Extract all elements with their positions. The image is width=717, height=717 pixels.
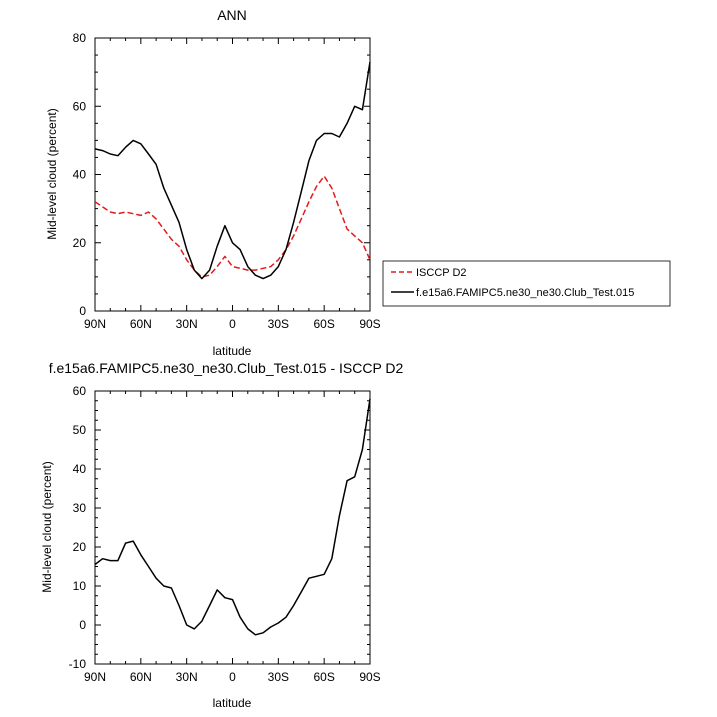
- y-tick-label: 40: [73, 462, 87, 476]
- x-tick-label: 60N: [130, 317, 152, 331]
- y-tick-label: 40: [73, 168, 87, 182]
- x-tick-label: 90N: [84, 670, 106, 684]
- chart-top-ylabel: Mid-level cloud (percent): [45, 108, 59, 239]
- y-tick-label: -10: [69, 657, 87, 671]
- legend: ISCCP D2 f.e15a6.FAMIPC5.ne30_ne30.Club_…: [382, 260, 671, 307]
- legend-label-isccp: ISCCP D2: [416, 267, 467, 279]
- y-tick-label: 60: [73, 99, 87, 113]
- x-tick-label: 60N: [130, 670, 152, 684]
- x-tick-label: 90S: [359, 317, 380, 331]
- chart-top: ANN Mid-level cloud (percent) latitude 9…: [45, 7, 381, 358]
- x-tick-label: 30N: [176, 317, 198, 331]
- y-tick-label: 30: [73, 501, 87, 515]
- x-tick-label: 30S: [268, 317, 289, 331]
- x-tick-label: 30S: [268, 670, 289, 684]
- series-line-0-1: [94, 61, 371, 280]
- x-tick-label: 60S: [313, 317, 334, 331]
- plot-frame: [94, 37, 371, 312]
- x-tick-label: 90S: [359, 670, 380, 684]
- y-tick-label: 0: [79, 618, 86, 632]
- x-tick-label: 0: [229, 317, 236, 331]
- x-tick-label: 30N: [176, 670, 198, 684]
- series-line-0-0: [94, 175, 371, 278]
- y-tick-label: 10: [73, 579, 87, 593]
- chart-bottom-plot: 90N 60N 30N 0 30S 60S 90S -10 0 10 20 30 40 50 60: [69, 384, 381, 684]
- chart-top-plot: 90N 60N 30N 0 30S 60S 90S 0 20 40 60 80: [73, 31, 381, 331]
- legend-box: [382, 260, 671, 307]
- legend-label-model: f.e15a6.FAMIPC5.ne30_ne30.Club_Test.015: [416, 287, 634, 299]
- chart-bottom-ylabel: Mid-level cloud (percent): [40, 461, 54, 592]
- y-tick-label: 60: [73, 384, 87, 398]
- y-tick-label: 0: [79, 304, 86, 318]
- series-line-1-0: [94, 398, 371, 636]
- chart-bottom-title: f.e15a6.FAMIPC5.ne30_ne30.Club_Test.015 …: [49, 360, 404, 376]
- x-tick-label: 0: [229, 670, 236, 684]
- y-tick-label: 50: [73, 423, 87, 437]
- chart-bottom: f.e15a6.FAMIPC5.ne30_ne30.Club_Test.015 …: [40, 360, 404, 710]
- chart-bottom-xlabel: latitude: [213, 696, 252, 710]
- chart-top-title: ANN: [217, 7, 247, 23]
- chart-top-xlabel: latitude: [213, 344, 252, 358]
- plot-frame: [94, 390, 371, 665]
- y-tick-label: 20: [73, 540, 87, 554]
- y-tick-label: 80: [73, 31, 87, 45]
- y-tick-label: 20: [73, 236, 87, 250]
- x-tick-label: 60S: [313, 670, 334, 684]
- x-tick-label: 90N: [84, 317, 106, 331]
